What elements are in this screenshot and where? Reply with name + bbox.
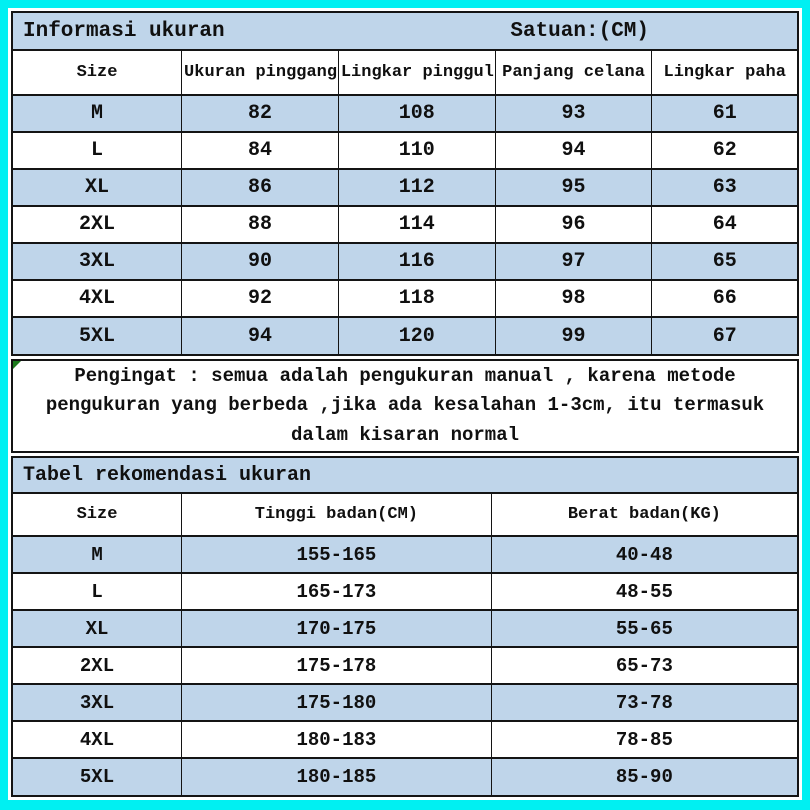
cell: 3XL bbox=[13, 683, 183, 722]
cell: 55-65 bbox=[490, 609, 797, 648]
reminder-note: Pengingat : semua adalah pengukuran manu… bbox=[11, 359, 799, 454]
column-header: Size bbox=[13, 51, 183, 96]
table-row: 2XL 88 114 96 64 bbox=[13, 205, 797, 244]
table-body: M 82 108 93 61 L 84 110 94 62 XL 86 112 95 63 2XL 88 114 9… bbox=[13, 94, 797, 354]
size-info-title: Informasi ukuran bbox=[23, 19, 225, 43]
table-row: 4XL 180-183 78-85 bbox=[13, 720, 797, 759]
cell: 86 bbox=[181, 168, 339, 207]
cell: 175-180 bbox=[181, 683, 492, 722]
cell: 112 bbox=[337, 168, 496, 207]
reminder-text: Pengingat : semua adalah pengukuran manu… bbox=[45, 364, 765, 446]
cell: 85-90 bbox=[490, 757, 797, 795]
table-row: XL 86 112 95 63 bbox=[13, 168, 797, 207]
cell: 98 bbox=[494, 279, 653, 318]
column-header-row: Size Ukuran pinggang Lingkar pinggul Pan… bbox=[13, 51, 797, 96]
recommendation-header-row: Tabel rekomendasi ukuran bbox=[13, 458, 797, 494]
cell: 63 bbox=[651, 168, 797, 207]
table-body: M 155-165 40-48 L 165-173 48-55 XL 170-175 55-65… bbox=[13, 535, 797, 795]
cell: 97 bbox=[494, 242, 653, 281]
cell: 165-173 bbox=[181, 572, 492, 611]
cell: 61 bbox=[651, 94, 797, 133]
cell: 90 bbox=[181, 242, 339, 281]
cell: 48-55 bbox=[490, 572, 797, 611]
cell: 120 bbox=[337, 316, 496, 354]
cell: XL bbox=[13, 168, 183, 207]
cell: 170-175 bbox=[181, 609, 492, 648]
cell: 65 bbox=[651, 242, 797, 281]
column-header: Lingkar paha bbox=[651, 51, 797, 96]
table-row: L 165-173 48-55 bbox=[13, 572, 797, 611]
column-header-row: Size Tinggi badan(CM) Berat badan(KG) bbox=[13, 494, 797, 537]
table-head: Size Ukuran pinggang Lingkar pinggul Pan… bbox=[13, 51, 797, 96]
recommendation-table-box: Tabel rekomendasi ukuran Size Tinggi bad… bbox=[11, 456, 799, 797]
sheet: Informasi ukuran Satuan:(CM) Size Ukuran… bbox=[8, 8, 802, 800]
cell: 78-85 bbox=[490, 720, 797, 759]
table-row: 5XL 180-185 85-90 bbox=[13, 757, 797, 795]
cell: 5XL bbox=[13, 757, 183, 795]
cell: 108 bbox=[337, 94, 496, 133]
cell: M bbox=[13, 535, 183, 574]
column-header: Size bbox=[13, 494, 183, 537]
size-info-table: Informasi ukuran Satuan:(CM) Size Ukuran… bbox=[11, 11, 799, 356]
cell: 110 bbox=[337, 131, 496, 170]
table-row: L 84 110 94 62 bbox=[13, 131, 797, 170]
table-row: 2XL 175-178 65-73 bbox=[13, 646, 797, 685]
cell: 155-165 bbox=[181, 535, 492, 574]
cell: 67 bbox=[651, 316, 797, 354]
table-row: M 82 108 93 61 bbox=[13, 94, 797, 133]
table-head: Size Tinggi badan(CM) Berat badan(KG) bbox=[13, 494, 797, 537]
column-header: Ukuran pinggang bbox=[181, 51, 339, 96]
cell: 96 bbox=[494, 205, 653, 244]
cell: 5XL bbox=[13, 316, 183, 354]
column-header: Panjang celana bbox=[494, 51, 653, 96]
cell: 180-185 bbox=[181, 757, 492, 795]
cell: 114 bbox=[337, 205, 496, 244]
table-row: 3XL 90 116 97 65 bbox=[13, 242, 797, 281]
cell: 180-183 bbox=[181, 720, 492, 759]
column-header: Berat badan(KG) bbox=[490, 494, 797, 537]
cell: 4XL bbox=[13, 720, 183, 759]
cell: 99 bbox=[494, 316, 653, 354]
unit-label: Satuan:(CM) bbox=[510, 19, 649, 43]
table-row: XL 170-175 55-65 bbox=[13, 609, 797, 648]
column-header: Lingkar pinggul bbox=[337, 51, 496, 96]
cell: 62 bbox=[651, 131, 797, 170]
cell: 66 bbox=[651, 279, 797, 318]
cell: 82 bbox=[181, 94, 339, 133]
cell: 40-48 bbox=[490, 535, 797, 574]
table-row: 3XL 175-180 73-78 bbox=[13, 683, 797, 722]
cell: 64 bbox=[651, 205, 797, 244]
cell: 94 bbox=[181, 316, 339, 354]
cell: L bbox=[13, 572, 183, 611]
column-header: Tinggi badan(CM) bbox=[181, 494, 492, 537]
cell: XL bbox=[13, 609, 183, 648]
cell: L bbox=[13, 131, 183, 170]
cell: 118 bbox=[337, 279, 496, 318]
recommendation-title: Tabel rekomendasi ukuran bbox=[23, 463, 312, 487]
excel-error-triangle-icon bbox=[13, 361, 21, 369]
cell: 3XL bbox=[13, 242, 183, 281]
cell: 116 bbox=[337, 242, 496, 281]
measurements-table: Size Ukuran pinggang Lingkar pinggul Pan… bbox=[13, 51, 797, 354]
table-row: 5XL 94 120 99 67 bbox=[13, 316, 797, 354]
table-row: 4XL 92 118 98 66 bbox=[13, 279, 797, 318]
cell: 93 bbox=[494, 94, 653, 133]
cell: 84 bbox=[181, 131, 339, 170]
cell: 2XL bbox=[13, 646, 183, 685]
cell: 92 bbox=[181, 279, 339, 318]
cell: 65-73 bbox=[490, 646, 797, 685]
cell: 73-78 bbox=[490, 683, 797, 722]
cell: 88 bbox=[181, 205, 339, 244]
size-info-header-row: Informasi ukuran Satuan:(CM) bbox=[13, 13, 797, 51]
cell: 4XL bbox=[13, 279, 183, 318]
table-row: M 155-165 40-48 bbox=[13, 535, 797, 574]
cell: 2XL bbox=[13, 205, 183, 244]
cell: 95 bbox=[494, 168, 653, 207]
cell: 175-178 bbox=[181, 646, 492, 685]
cell: M bbox=[13, 94, 183, 133]
cell: 94 bbox=[494, 131, 653, 170]
